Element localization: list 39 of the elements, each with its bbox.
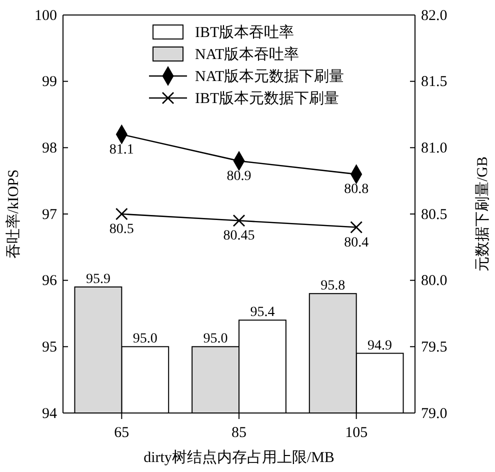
x-axis-title: dirty树结点内存占用上限/MB: [144, 449, 334, 466]
y2-axis-title: 元数据下刷量/GB: [474, 156, 491, 272]
y-tick-label: 94: [42, 406, 58, 422]
y-tick-label: 100: [34, 8, 57, 24]
legend-label: IBT版本元数据下刷量: [195, 90, 340, 107]
y2-tick-label: 79.5: [421, 339, 448, 356]
data-label: 95.9: [86, 272, 110, 287]
data-label: 80.4: [344, 235, 369, 250]
y2-tick-label: 80.0: [421, 273, 448, 290]
data-label: 95.0: [132, 332, 158, 347]
y2-tick-label: 82.0: [421, 8, 448, 24]
y-tick-label: 97: [42, 206, 58, 223]
point: [233, 214, 245, 227]
legend-label: NAT版本吞吐率: [195, 46, 300, 63]
y-tick-label: 99: [42, 74, 57, 90]
y2-tick-label: 80.5: [421, 206, 448, 223]
x-tick-label: 105: [345, 425, 368, 441]
data-label: 95.4: [250, 305, 275, 320]
x-tick-label: 85: [232, 425, 246, 441]
data-label: 81.1: [109, 142, 134, 158]
y-tick-label: 98: [42, 140, 57, 156]
point: [350, 221, 362, 234]
data-label: 95.0: [203, 332, 228, 347]
data-label: 80.8: [344, 182, 369, 198]
point: [116, 208, 128, 220]
x-tick-label: 65: [114, 425, 130, 441]
y2-tick-label: 81.0: [421, 140, 448, 156]
data-label: 80.45: [223, 228, 255, 244]
y2-tick-label: 79.0: [421, 406, 448, 422]
y-axis-title: 吞吐率/kIOPS: [5, 169, 22, 259]
y2-tick-label: 81.5: [421, 74, 448, 90]
y-tick-label: 96: [42, 273, 58, 290]
legend-label: IBT版本吞吐率: [195, 24, 294, 41]
data-label: 80.9: [226, 168, 252, 184]
legend-label: NAT版本元数据下刷量: [195, 68, 344, 85]
data-label: 95.8: [320, 278, 346, 294]
data-label: 94.9: [368, 338, 392, 354]
y-tick-label: 95: [42, 339, 57, 356]
data-label: 80.5: [109, 222, 134, 237]
